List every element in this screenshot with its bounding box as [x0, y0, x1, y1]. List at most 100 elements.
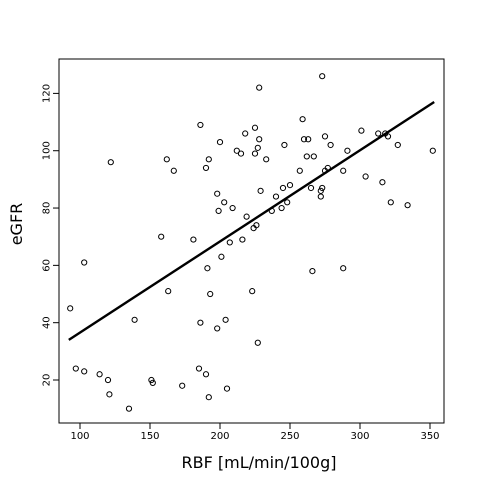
data-point [327, 141, 334, 149]
data-point [281, 141, 288, 149]
data-point [158, 233, 165, 240]
x-tick-label: 350 [420, 431, 439, 442]
data-point [67, 305, 74, 312]
x-tick-label: 300 [350, 431, 369, 442]
y-tick-label: 60 [42, 259, 53, 272]
data-point [125, 405, 133, 412]
y-tick-label: 80 [42, 202, 53, 215]
data-point [300, 136, 308, 143]
x-tick-label: 250 [280, 431, 299, 442]
y-axis: 20 40 60 80 100 120 [42, 84, 59, 387]
x-axis: 100 150 200 250 300 350 [70, 423, 440, 442]
data-point [379, 179, 386, 186]
data-point [229, 204, 236, 212]
data-point [223, 385, 231, 392]
data-point [387, 199, 394, 206]
data-point [321, 133, 329, 140]
data-point [107, 159, 114, 166]
data-point [242, 130, 249, 137]
x-tick-label: 200 [210, 431, 229, 442]
data-point [165, 288, 172, 295]
data-point [358, 127, 365, 134]
y-tick-label: 20 [42, 374, 53, 387]
data-point [149, 379, 156, 386]
data-point [218, 253, 225, 260]
data-point [394, 141, 401, 149]
x-tick-label: 150 [140, 431, 159, 442]
data-point [340, 167, 347, 174]
data-point [319, 73, 326, 80]
data-point [278, 204, 285, 212]
data-point [303, 153, 310, 160]
regression-line [68, 100, 435, 341]
x-tick-label: 100 [70, 431, 89, 442]
data-point [257, 187, 264, 194]
data-point [81, 259, 88, 266]
data-points [67, 73, 436, 412]
data-point [197, 319, 204, 326]
data-point [251, 150, 259, 157]
data-point [384, 133, 392, 140]
data-point [104, 376, 112, 384]
data-point [254, 339, 261, 346]
data-point [202, 164, 210, 172]
data-point [237, 150, 245, 157]
y-tick-label: 100 [42, 141, 53, 160]
data-point [202, 371, 210, 378]
data-point [263, 156, 270, 163]
data-point [256, 84, 263, 91]
y-axis-title: eGFR [7, 203, 26, 246]
data-point [272, 193, 280, 200]
data-point [239, 236, 246, 243]
data-point [214, 325, 221, 332]
data-point [163, 156, 170, 163]
regression-line-group [68, 100, 435, 341]
data-point [148, 376, 155, 384]
data-point [205, 156, 212, 163]
data-point [375, 130, 382, 137]
data-point [319, 184, 326, 192]
plot-frame [58, 58, 445, 424]
data-point [362, 173, 369, 180]
data-point [170, 167, 177, 174]
data-point [305, 136, 312, 143]
data-point [195, 365, 203, 372]
data-point [204, 265, 211, 272]
data-point [215, 207, 222, 215]
data-point [310, 153, 317, 160]
data-point [249, 288, 256, 295]
data-point [299, 116, 306, 123]
data-point [179, 382, 186, 389]
data-point [284, 199, 291, 206]
data-point [205, 394, 212, 401]
data-point [256, 136, 263, 143]
data-point [253, 222, 260, 229]
data-point [404, 202, 411, 209]
data-point [296, 167, 303, 174]
data-point [81, 368, 88, 375]
data-point [221, 199, 228, 206]
data-point [96, 371, 103, 378]
x-axis-title: RBF [mL/min/100g] [181, 453, 336, 472]
data-point [72, 365, 79, 372]
data-point [254, 144, 261, 151]
data-point [190, 236, 197, 243]
data-point [317, 193, 324, 200]
data-point [214, 190, 221, 197]
data-point [344, 147, 351, 154]
data-point [131, 316, 138, 323]
data-point [106, 391, 113, 398]
data-point [207, 290, 214, 298]
data-point [216, 139, 224, 146]
data-point [279, 184, 287, 192]
data-point [233, 147, 240, 154]
data-point [251, 124, 259, 131]
data-point [340, 265, 347, 272]
y-tick-label: 120 [42, 84, 53, 103]
data-point [197, 121, 204, 129]
data-point [429, 147, 436, 154]
data-point [317, 187, 324, 194]
data-point [222, 316, 229, 323]
data-point [307, 184, 315, 192]
